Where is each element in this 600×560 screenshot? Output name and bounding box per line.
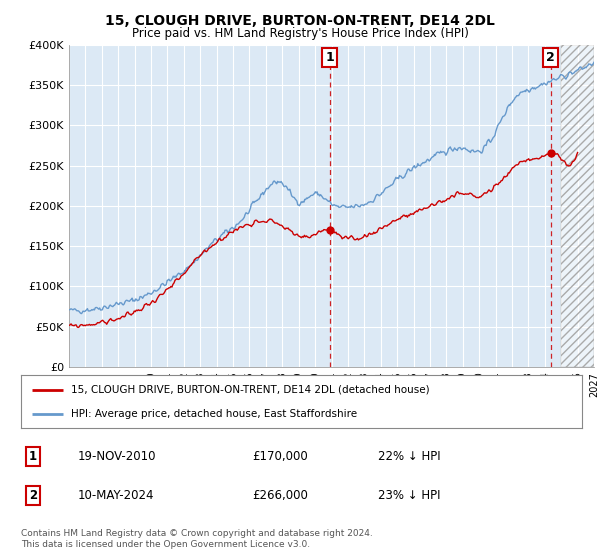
- Text: 19-NOV-2010: 19-NOV-2010: [78, 450, 157, 463]
- Text: 22% ↓ HPI: 22% ↓ HPI: [378, 450, 440, 463]
- Text: Price paid vs. HM Land Registry's House Price Index (HPI): Price paid vs. HM Land Registry's House …: [131, 27, 469, 40]
- Text: 15, CLOUGH DRIVE, BURTON-ON-TRENT, DE14 2DL (detached house): 15, CLOUGH DRIVE, BURTON-ON-TRENT, DE14 …: [71, 385, 430, 395]
- Text: 10-MAY-2024: 10-MAY-2024: [78, 489, 155, 502]
- Text: 2: 2: [547, 51, 555, 64]
- Text: £170,000: £170,000: [252, 450, 308, 463]
- Text: Contains HM Land Registry data © Crown copyright and database right 2024.
This d: Contains HM Land Registry data © Crown c…: [21, 529, 373, 549]
- Text: £266,000: £266,000: [252, 489, 308, 502]
- Text: 1: 1: [29, 450, 37, 463]
- Text: 15, CLOUGH DRIVE, BURTON-ON-TRENT, DE14 2DL: 15, CLOUGH DRIVE, BURTON-ON-TRENT, DE14 …: [105, 14, 495, 28]
- Text: 2: 2: [29, 489, 37, 502]
- Text: HPI: Average price, detached house, East Staffordshire: HPI: Average price, detached house, East…: [71, 409, 358, 419]
- Text: 23% ↓ HPI: 23% ↓ HPI: [378, 489, 440, 502]
- Text: 1: 1: [325, 51, 334, 64]
